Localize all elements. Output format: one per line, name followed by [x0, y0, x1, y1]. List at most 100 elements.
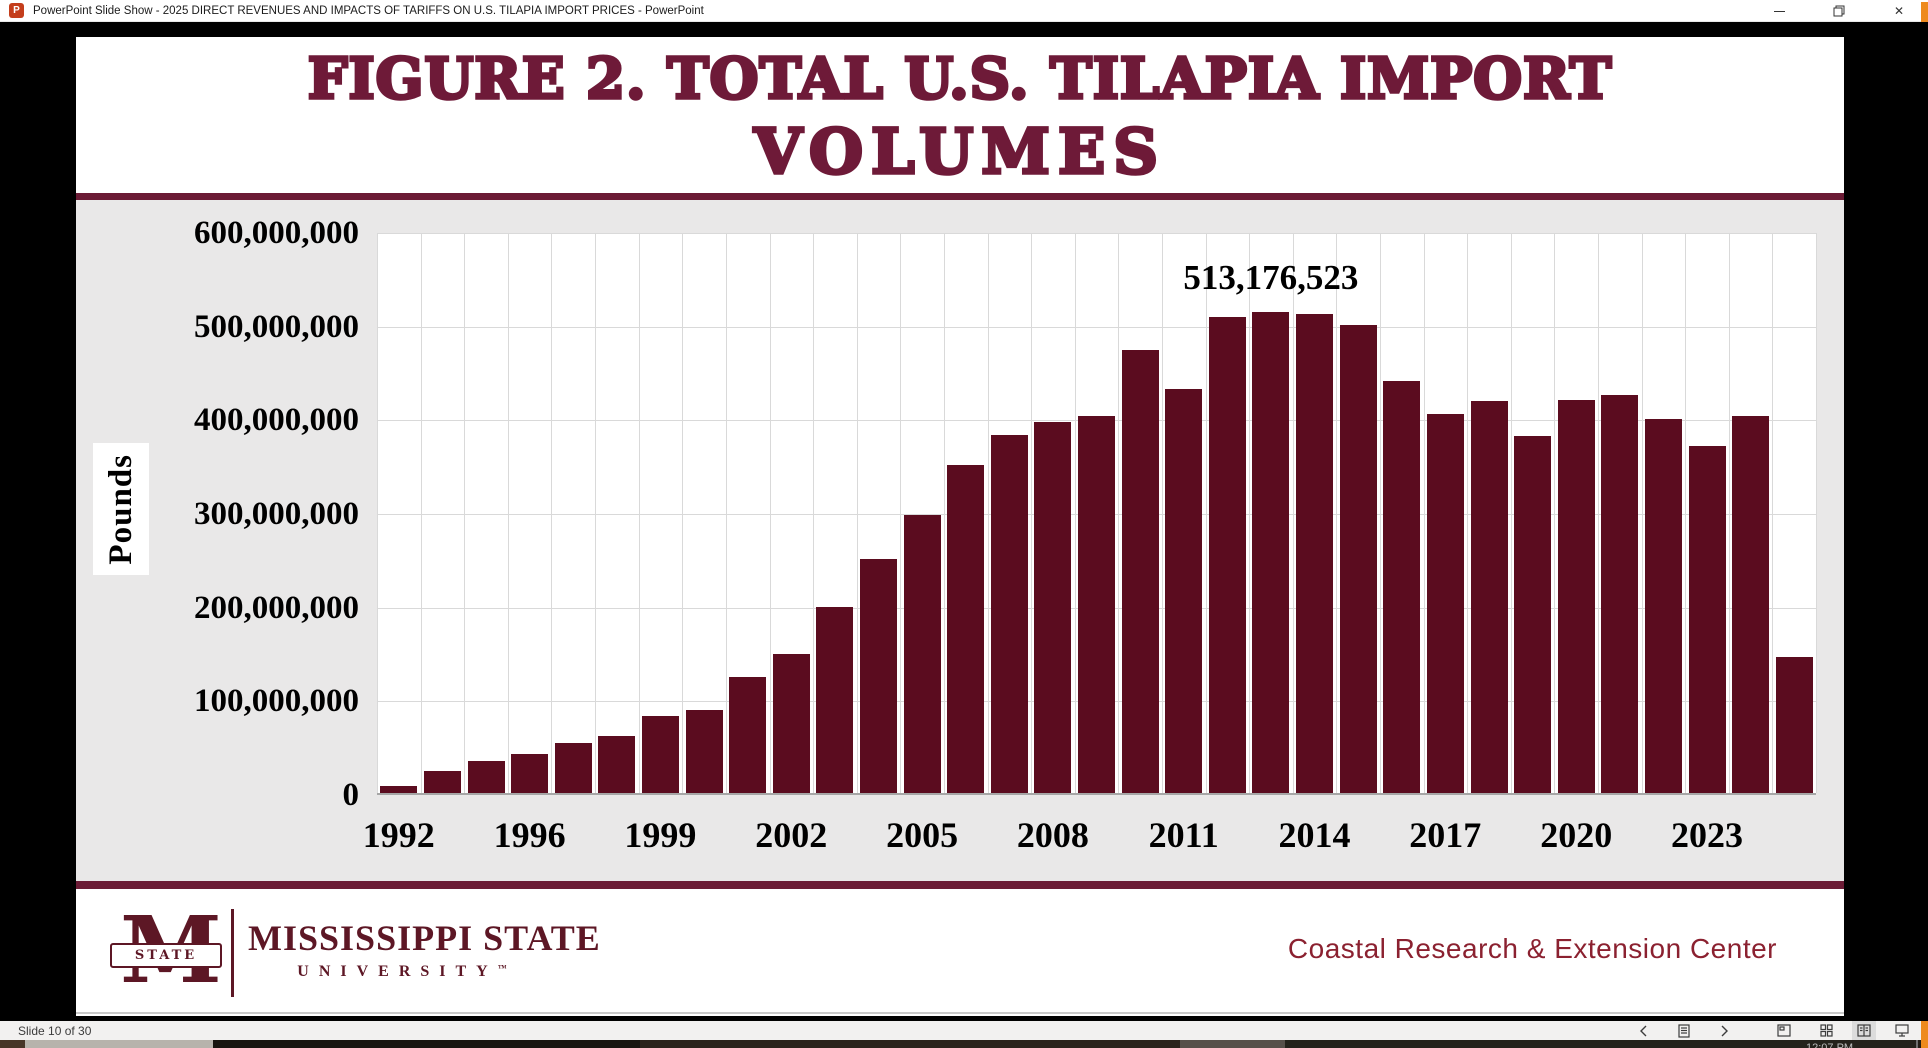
bar-2011 — [1165, 389, 1203, 793]
x-axis-tick-label: 2023 — [1671, 815, 1743, 855]
bar-2002 — [772, 654, 810, 793]
minimize-button[interactable] — [1766, 0, 1792, 22]
bar-2018 — [1470, 400, 1508, 793]
next-slide-button[interactable] — [1712, 1021, 1736, 1040]
vertical-gridline — [1510, 233, 1512, 793]
x-axis-tick-label: 2011 — [1148, 815, 1219, 855]
bar-2016 — [1383, 380, 1421, 793]
vertical-gridline — [551, 233, 553, 793]
taskbar-segment — [213, 1040, 640, 1048]
maroon-divider-top — [76, 193, 1844, 200]
y-axis-tick-label: 600,000,000 — [194, 215, 359, 251]
x-axis-tick-label: 2005 — [886, 815, 959, 855]
vertical-gridline — [1772, 233, 1774, 793]
y-axis-tick-label: 400,000,000 — [194, 402, 359, 439]
bar-1996 — [511, 753, 549, 793]
slide-indicator: Slide 10 of 30 — [18, 1023, 92, 1038]
horizontal-gridline — [377, 326, 1816, 328]
bar-1992 — [380, 786, 418, 793]
reading-view-button[interactable] — [1852, 1021, 1876, 1040]
vertical-gridline — [1161, 233, 1163, 793]
bar-1995 — [467, 761, 505, 793]
bar-2023 — [1688, 445, 1726, 793]
taskbar-segment — [25, 1040, 213, 1048]
vertical-gridline — [595, 233, 596, 793]
close-button[interactable]: ✕ — [1893, 4, 1905, 18]
taskbar-segment — [1180, 1040, 1285, 1048]
bar-2007 — [990, 435, 1028, 793]
vertical-gridline — [1728, 233, 1730, 793]
bar-2010 — [1121, 350, 1159, 793]
bar-2004 — [860, 558, 897, 793]
bar-2017 — [1426, 413, 1464, 793]
previous-slide-button[interactable] — [1632, 1021, 1656, 1040]
maroon-divider-bottom — [76, 881, 1844, 889]
taskbar-segment — [1285, 1040, 1916, 1048]
bar-2015 — [1339, 324, 1377, 793]
data-label: 513,176,523 — [1183, 258, 1359, 298]
normal-view-button[interactable] — [1772, 1021, 1796, 1040]
taskbar-segment — [640, 1040, 1180, 1048]
taskbar-sliver[interactable] — [0, 1040, 1928, 1048]
bar-2014 — [1296, 314, 1333, 793]
vertical-gridline — [1816, 233, 1817, 793]
bar-2006 — [947, 465, 985, 793]
bar-2005 — [903, 514, 941, 793]
bar-2024 — [1732, 415, 1770, 793]
footer-center-name: Coastal Research & Extension Center — [1287, 933, 1777, 964]
taskbar-clock: 12:07 PM — [1806, 1042, 1854, 1048]
slide-sorter-button[interactable] — [1814, 1021, 1838, 1040]
bar-1999 — [641, 716, 679, 793]
msu-wordmark-university: UNIVERSITY™ — [297, 963, 507, 980]
vertical-gridline — [420, 233, 422, 793]
vertical-gridline — [725, 233, 727, 793]
vertical-gridline — [1641, 233, 1643, 793]
vertical-gridline — [987, 233, 989, 793]
bar-2022 — [1644, 419, 1682, 793]
x-axis-tick-label: 2002 — [755, 815, 828, 855]
vertical-gridline — [377, 233, 378, 793]
slide-menu-button[interactable] — [1672, 1021, 1696, 1040]
x-axis-tick-label: 1996 — [493, 815, 566, 855]
vertical-gridline — [1554, 233, 1556, 793]
slideshow-button[interactable] — [1890, 1021, 1914, 1040]
bar-1994 — [423, 770, 461, 793]
vertical-gridline — [900, 233, 902, 793]
x-axis-tick-label: 2008 — [1016, 815, 1089, 855]
bar-2008 — [1034, 422, 1072, 793]
vertical-gridline — [943, 233, 945, 793]
vertical-gridline — [813, 233, 815, 793]
x-axis-tick-label: 2014 — [1278, 815, 1351, 855]
screen-edge-app-strip — [1921, 2, 1928, 22]
y-axis-tick-label: 500,000,000 — [194, 308, 359, 345]
msu-logo-banner: STATE — [110, 943, 222, 968]
vertical-gridline — [507, 233, 509, 793]
x-axis-tick-label: 2020 — [1540, 815, 1613, 855]
vertical-gridline — [682, 233, 684, 793]
bar-2013 — [1252, 312, 1290, 793]
vertical-gridline — [856, 233, 858, 793]
msu-logo-divider — [231, 909, 234, 997]
slide-title-band: FIGURE 2. TOTAL U.S. TILAPIA IMPORT VOLU… — [76, 37, 1844, 193]
bar-2012 — [1208, 317, 1246, 793]
vertical-gridline — [1598, 233, 1599, 793]
vertical-gridline — [1031, 233, 1033, 793]
slide-title-line1: FIGURE 2. TOTAL U.S. TILAPIA IMPORT — [306, 46, 1613, 112]
screen-edge-app-strip — [1921, 1021, 1928, 1048]
x-axis-tick-label: 2017 — [1409, 815, 1482, 855]
horizontal-gridline — [377, 233, 1816, 234]
y-axis-tick-label: 0 — [342, 777, 360, 813]
restore-button[interactable] — [1826, 0, 1852, 22]
status-bar: Slide 10 of 30 — [0, 1021, 1928, 1040]
y-axis-tick-label: 300,000,000 — [194, 496, 359, 532]
chart-band: Pounds 513,176,523 0 100,000,000 200,000,0… — [76, 200, 1844, 881]
taskbar-segment — [0, 1040, 25, 1048]
plot-area: 513,176,523 — [377, 233, 1817, 795]
bar-2000 — [685, 709, 723, 793]
slide-canvas[interactable]: FIGURE 2. TOTAL U.S. TILAPIA IMPORT VOLU… — [76, 37, 1844, 1016]
bar-2009 — [1078, 415, 1115, 793]
vertical-gridline — [464, 233, 466, 793]
window-titlebar: P PowerPoint Slide Show - 2025 DIRECT RE… — [0, 0, 1928, 22]
slide-title-line2: VOLUMES — [752, 115, 1166, 188]
vertical-gridline — [1292, 233, 1294, 793]
